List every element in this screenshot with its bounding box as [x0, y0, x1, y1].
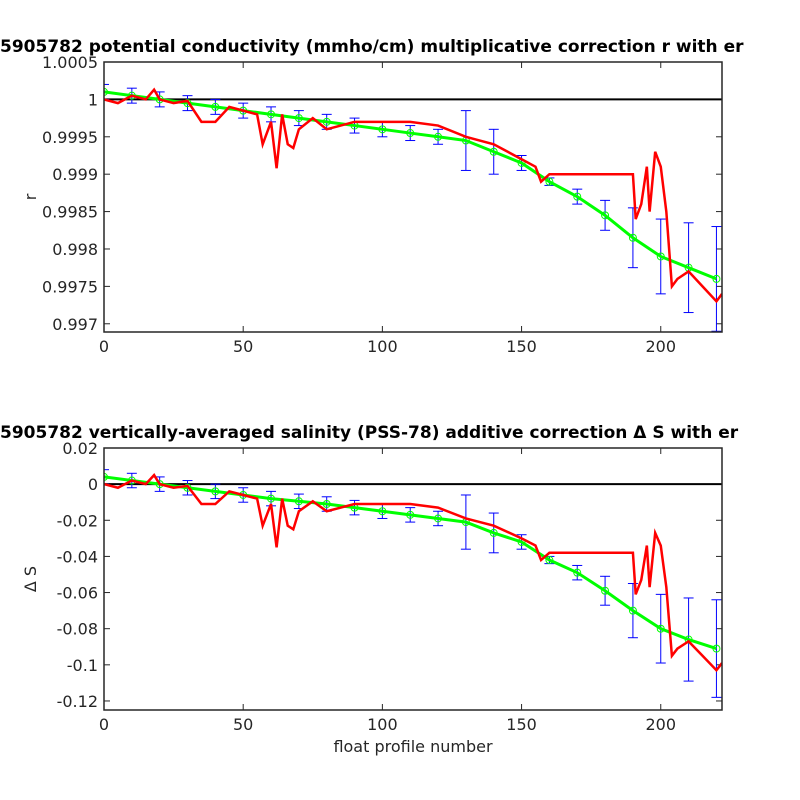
plot-frame: [103, 61, 723, 333]
y-tick-label: -0.06: [57, 584, 98, 603]
y-axis-label: r: [21, 193, 40, 200]
y-tick-label: 0.998: [52, 240, 98, 259]
data-point: [545, 556, 554, 565]
data-point: [378, 125, 387, 134]
x-tick-label: 100: [367, 337, 398, 356]
data-point: [601, 211, 610, 220]
data-point: [322, 500, 331, 509]
data-point: [434, 514, 443, 523]
data-point: [211, 102, 220, 111]
x-tick-label: 0: [99, 715, 109, 734]
y-tick-label: 0.997: [52, 315, 98, 334]
y-tick-label: 0.02: [62, 439, 98, 458]
data-point: [267, 494, 276, 503]
data-point: [434, 132, 443, 141]
data-point: [183, 483, 192, 492]
data-point: [628, 233, 637, 242]
x-tick-label: 50: [233, 337, 253, 356]
data-point: [211, 487, 220, 496]
data-point: [406, 510, 415, 519]
data-line: [104, 90, 717, 281]
data-point: [545, 177, 554, 186]
data-line: [104, 473, 722, 673]
y-axis-label: Δ S: [21, 566, 40, 592]
x-tick-label: 0: [99, 337, 109, 356]
y-tick-label: -0.02: [57, 511, 98, 530]
y-tick-label: -0.12: [57, 692, 98, 711]
data-point: [378, 507, 387, 516]
data-point: [104, 87, 108, 96]
y-tick-label: 1: [88, 90, 98, 109]
x-tick-label: 50: [233, 715, 253, 734]
data-point: [601, 586, 610, 595]
y-tick-label: -0.1: [67, 656, 98, 675]
data-point: [489, 147, 498, 156]
y-tick-label: 0.999: [52, 165, 98, 184]
x-tick-label: 200: [645, 337, 676, 356]
x-axis-label: float profile number: [333, 737, 493, 756]
data-point: [104, 472, 108, 481]
x-tick-label: 150: [506, 715, 537, 734]
data-point: [573, 568, 582, 577]
x-tick-label: 150: [506, 337, 537, 356]
chart-title: 5905782 vertically-averaged salinity (PS…: [0, 423, 739, 443]
y-tick-label: 1.0005: [42, 53, 98, 72]
data-point: [294, 497, 303, 506]
x-tick-label: 100: [367, 715, 398, 734]
y-tick-label: 0.9995: [42, 128, 98, 147]
x-tick-label: 200: [645, 715, 676, 734]
y-tick-label: 0.9985: [42, 203, 98, 222]
plot-frame: [103, 447, 723, 711]
data-point: [628, 606, 637, 615]
data-point: [712, 644, 721, 653]
data-line: [104, 87, 722, 304]
y-tick-label: 0.9975: [42, 277, 98, 296]
data-point: [573, 192, 582, 201]
data-point: [712, 274, 721, 283]
data-point: [294, 114, 303, 123]
data-point: [267, 110, 276, 119]
data-point: [322, 117, 331, 126]
data-point: [656, 252, 665, 261]
data-line: [104, 475, 717, 650]
data-point: [489, 528, 498, 537]
data-point: [656, 624, 665, 633]
y-tick-label: -0.04: [57, 547, 98, 566]
data-point: [406, 129, 415, 138]
chart-title: 5905782 potential conductivity (mmho/cm)…: [0, 37, 744, 57]
y-tick-label: 0: [88, 475, 98, 494]
y-tick-label: -0.08: [57, 620, 98, 639]
